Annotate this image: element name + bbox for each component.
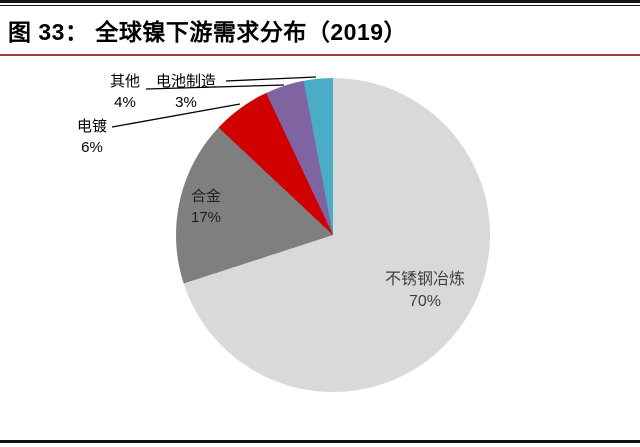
top-border-thick: [0, 0, 640, 3]
top-border-thin: [0, 4, 640, 6]
bottom-border: [0, 440, 640, 443]
pie-label-stainless: 不锈钢冶炼 70%: [385, 269, 465, 313]
pie-label-other-pct: 4%: [114, 94, 136, 111]
pie-label-other: 其他 4%: [110, 71, 140, 113]
pie-label-electroplating-name: 电镀: [76, 118, 108, 135]
pie-label-alloy-pct: 17%: [190, 209, 222, 226]
pie-circle: [176, 78, 490, 392]
pie-label-other-name: 其他: [109, 73, 141, 90]
pie-label-electroplating: 电镀 6%: [77, 116, 107, 158]
pie-label-stainless-pct: 70%: [408, 293, 442, 310]
pie-label-battery-name: 电池制造: [155, 73, 217, 90]
title-underline: [0, 54, 640, 56]
figure-title: 图 33： 全球镍下游需求分布（2019）: [8, 19, 408, 45]
pie-label-battery: 电池制造 3%: [156, 71, 216, 113]
pie-label-alloy-name: 合金: [190, 188, 221, 205]
pie-label-alloy: 合金 17%: [191, 186, 221, 228]
pie-label-stainless-name: 不锈钢冶炼: [384, 271, 466, 288]
pie-label-battery-pct: 3%: [175, 94, 197, 111]
pie-label-electroplating-pct: 6%: [81, 139, 103, 156]
